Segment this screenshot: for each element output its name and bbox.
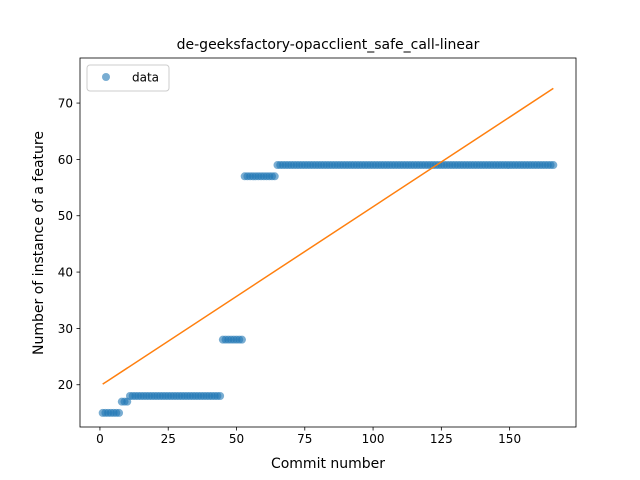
data-point bbox=[237, 335, 246, 344]
data-point bbox=[216, 392, 225, 401]
x-axis: 0 25 50 75 100 125 150 bbox=[96, 427, 521, 446]
x-axis-label: Commit number bbox=[271, 456, 385, 472]
legend-marker-data bbox=[102, 73, 110, 81]
chart-title: de-geeksfactory-opacclient_safe_call-lin… bbox=[177, 37, 480, 53]
y-tick-label: 20 bbox=[58, 378, 73, 392]
x-tick-label: 125 bbox=[430, 432, 453, 446]
y-tick-label: 70 bbox=[58, 97, 73, 111]
plot-area bbox=[79, 57, 577, 428]
x-tick-label: 100 bbox=[362, 432, 385, 446]
data-point bbox=[270, 172, 279, 181]
x-tick-label: 75 bbox=[297, 432, 312, 446]
x-tick-label: 0 bbox=[96, 432, 104, 446]
y-tick-label: 50 bbox=[58, 209, 73, 223]
fit-line bbox=[102, 87, 554, 385]
y-axis-label: Number of instance of a feature bbox=[31, 131, 47, 355]
data-point bbox=[115, 408, 124, 417]
legend: data bbox=[86, 64, 170, 92]
legend-box bbox=[86, 64, 170, 92]
y-tick-label: 30 bbox=[58, 322, 73, 336]
y-tick-label: 40 bbox=[58, 266, 73, 280]
x-tick-label: 150 bbox=[498, 432, 521, 446]
axes-frame bbox=[79, 57, 577, 428]
y-axis: 20 30 40 50 60 70 bbox=[58, 97, 80, 392]
x-tick-label: 50 bbox=[229, 432, 244, 446]
data-point bbox=[549, 161, 558, 170]
x-tick-label: 25 bbox=[161, 432, 176, 446]
legend-label-data: data bbox=[132, 71, 159, 85]
y-tick-label: 60 bbox=[58, 153, 73, 167]
